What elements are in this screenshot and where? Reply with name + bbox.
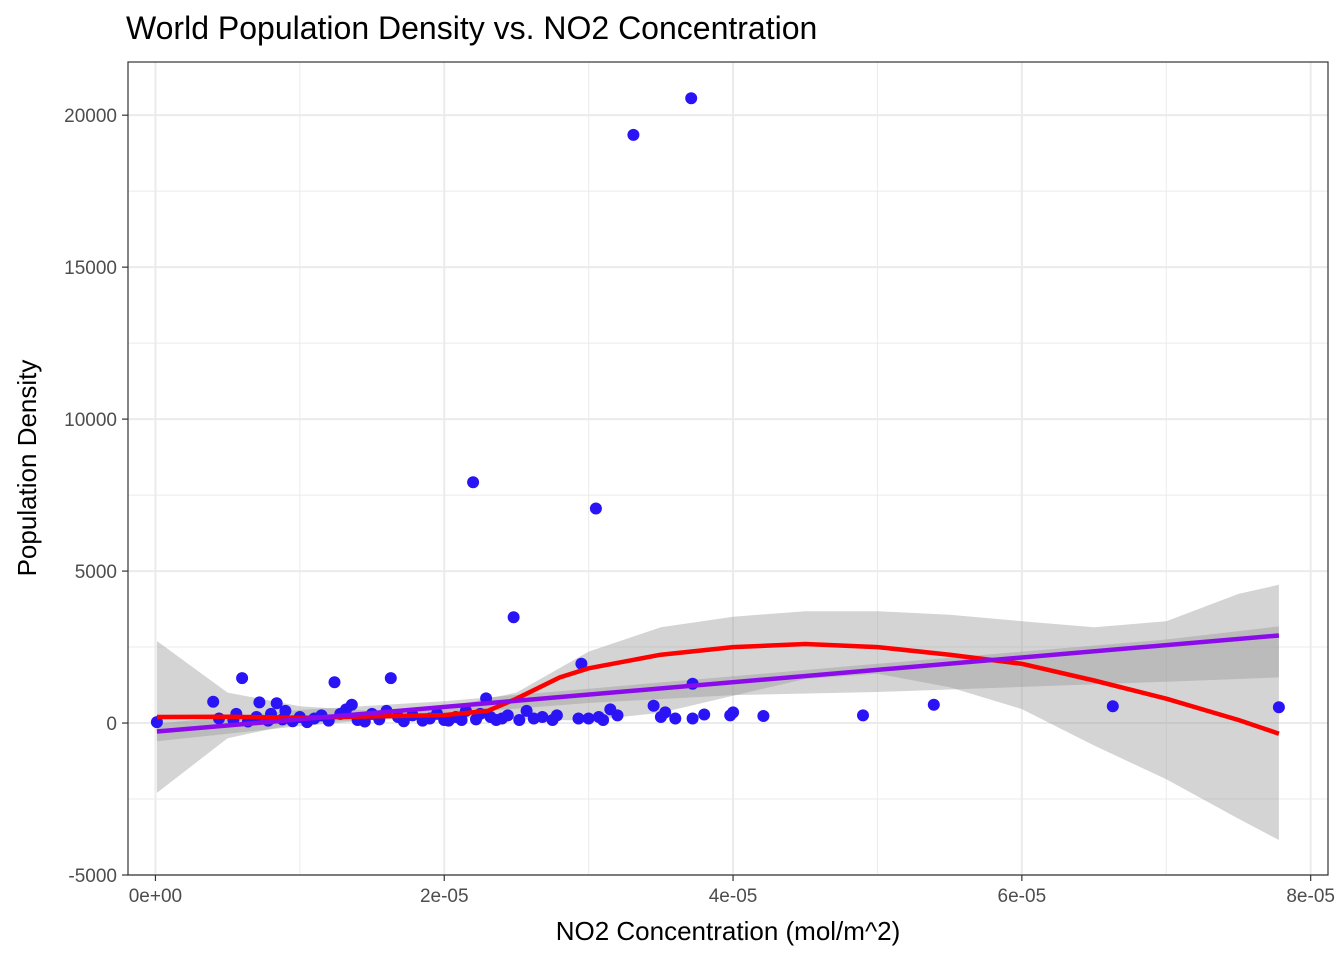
plot-panel (128, 62, 1328, 875)
data-point (279, 704, 292, 717)
fit-lines (156, 633, 1280, 736)
y-axis-title: Population Density (12, 360, 42, 577)
y-tick-label: 15000 (64, 258, 117, 279)
data-point (397, 715, 410, 728)
y-tick-label: 0 (106, 714, 117, 735)
data-point (685, 92, 698, 105)
data-point (520, 704, 533, 717)
y-tick-label: 10000 (64, 410, 117, 431)
data-point (686, 712, 699, 725)
data-point (513, 714, 526, 726)
y-tick-label: 20000 (64, 106, 117, 127)
data-point (698, 708, 711, 721)
data-point (270, 697, 283, 710)
data-point (253, 696, 266, 709)
x-tick-label: 4e-05 (709, 886, 758, 907)
data-point (597, 714, 610, 726)
x-axis-title: NO2 Concentration (mol/m^2) (556, 916, 901, 946)
data-point (627, 128, 640, 141)
data-point (236, 672, 249, 685)
data-point (582, 712, 595, 725)
x-tick-label: 0e+00 (129, 886, 182, 907)
data-point (927, 698, 940, 711)
loess-fit-line (156, 641, 1280, 736)
data-point (455, 714, 468, 726)
data-point (857, 709, 869, 722)
data-point (345, 698, 358, 711)
data-point (550, 709, 563, 722)
linear-fit-line (156, 633, 1280, 734)
chart-title: World Population Density vs. NO2 Concent… (126, 10, 817, 46)
axes: 0e+00 2e-05 4e-05 6e-05 8e-05 -5000 0 5000 10000… (64, 106, 1335, 907)
data-point (507, 611, 520, 624)
data-point (501, 709, 514, 722)
data-point (328, 676, 341, 689)
y-tick-label: -5000 (68, 866, 117, 887)
data-point (1106, 700, 1119, 713)
panel-border (127, 61, 1329, 876)
data-point (384, 672, 397, 685)
data-point (669, 712, 682, 725)
y-tick-label: 5000 (75, 562, 117, 583)
data-point (207, 695, 220, 708)
x-tick-label: 6e-05 (998, 886, 1047, 907)
data-point (589, 502, 602, 515)
data-point (575, 657, 588, 670)
x-tick-label: 8e-05 (1286, 886, 1335, 907)
data-point (572, 712, 585, 725)
loess-confidence-band (156, 584, 1279, 840)
data-point (467, 476, 480, 489)
data-point (659, 706, 672, 719)
data-point (727, 706, 740, 719)
data-point (647, 699, 660, 712)
data-point (757, 710, 770, 722)
data-point (536, 711, 549, 723)
data-point (1272, 701, 1285, 714)
data-point (611, 709, 624, 722)
x-tick-label: 2e-05 (420, 886, 469, 907)
